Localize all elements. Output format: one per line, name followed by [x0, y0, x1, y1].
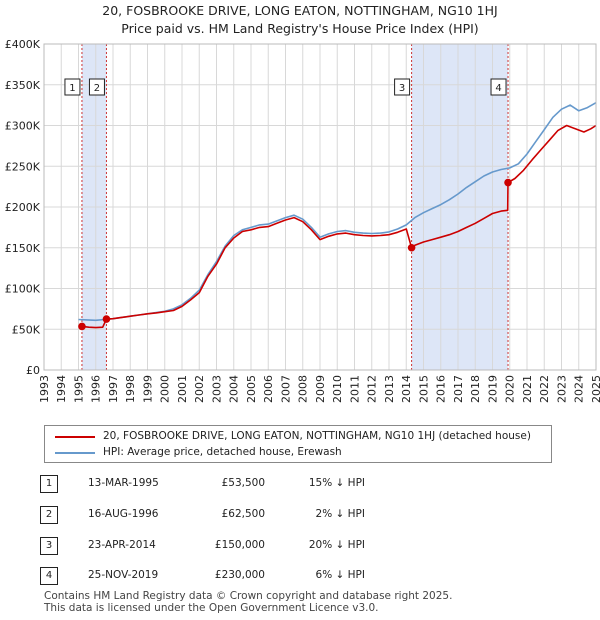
- sale-price: £62,500: [221, 508, 265, 520]
- sale-label-box: [394, 78, 411, 96]
- table-row: 1 13-MAR-1995 £53,500 15% ↓ HPI: [40, 475, 440, 495]
- x-tick-label: 1997: [107, 375, 120, 403]
- sale-label-number: 4: [495, 83, 501, 94]
- sale-price: £150,000: [214, 539, 265, 551]
- sale-hpi: 6% ↓ HPI: [315, 569, 365, 581]
- x-tick-label: 2002: [193, 375, 206, 403]
- footer-copyright: Contains HM Land Registry data © Crown c…: [44, 590, 453, 602]
- x-tick-label: 2001: [176, 375, 189, 403]
- legend: 20, FOSBROOKE DRIVE, LONG EATON, NOTTING…: [44, 425, 552, 463]
- x-tick-label: 2018: [469, 375, 482, 403]
- sale-badge: 4: [40, 567, 58, 585]
- x-tick-label: 2023: [555, 375, 568, 403]
- y-tick-label: £250K: [5, 160, 41, 173]
- y-tick-label: £200K: [5, 201, 41, 214]
- sale-date: 23-APR-2014: [88, 539, 156, 551]
- sale-label-number: 1: [69, 83, 75, 94]
- x-tick-label: 2017: [452, 375, 465, 403]
- x-tick-label: 2022: [538, 375, 551, 403]
- y-tick-label: £100K: [5, 283, 41, 296]
- x-tick-label: 2016: [435, 375, 448, 403]
- x-tick-label: 2021: [521, 375, 534, 403]
- y-tick-label: £400K: [5, 38, 41, 51]
- legend-swatch-red: [55, 436, 95, 438]
- x-tick-label: 1996: [90, 375, 103, 403]
- sale-date: 16-AUG-1996: [88, 508, 159, 520]
- y-tick-label: £0: [26, 364, 40, 377]
- footer-licence: This data is licensed under the Open Gov…: [44, 602, 379, 614]
- x-tick-label: 2025: [590, 375, 600, 403]
- sale-point: [102, 315, 111, 323]
- sale-point: [504, 178, 512, 187]
- legend-label: 20, FOSBROOKE DRIVE, LONG EATON, NOTTING…: [103, 430, 531, 442]
- table-row: 3 23-APR-2014 £150,000 20% ↓ HPI: [40, 537, 440, 557]
- y-tick-label: £300K: [5, 120, 41, 133]
- sale-badge: 3: [40, 537, 58, 555]
- x-tick-label: 1994: [55, 375, 68, 403]
- price-chart: £0 £50K £100K £150K £200K £250K £300K £350K £400…: [5, 38, 600, 403]
- x-tick-label: 2007: [279, 375, 292, 403]
- x-tick-label: 2012: [366, 375, 379, 403]
- x-tick-label: 2011: [348, 375, 361, 403]
- sale-hpi: 20% ↓ HPI: [308, 539, 365, 551]
- sale-point: [78, 322, 86, 331]
- table-row: 2 16-AUG-1996 £62,500 2% ↓ HPI: [40, 506, 440, 526]
- sale-price: £53,500: [221, 477, 265, 489]
- sale-hpi: 2% ↓ HPI: [315, 508, 365, 520]
- x-tick-label: 2020: [504, 375, 517, 403]
- x-tick-label: 2000: [159, 375, 172, 403]
- x-tick-label: 2008: [297, 375, 310, 403]
- legend-label: HPI: Average price, detached house, Erew…: [103, 446, 342, 458]
- x-tick-label: 2024: [573, 375, 586, 403]
- sale-date: 13-MAR-1995: [88, 477, 159, 489]
- x-tick-label: 2015: [417, 375, 430, 403]
- sale-badge: 2: [40, 506, 58, 524]
- x-tick-label: 2003: [210, 375, 223, 403]
- x-tick-label: 2013: [383, 375, 396, 403]
- sale-date: 25-NOV-2019: [88, 569, 159, 581]
- sale-label-number: 3: [399, 83, 405, 94]
- x-tick-label: 2004: [228, 375, 241, 403]
- x-tick-label: 2009: [314, 375, 327, 403]
- x-tick-label: 1998: [124, 375, 137, 403]
- y-tick-label: £50K: [12, 323, 41, 336]
- sale-point: [407, 243, 416, 252]
- table-row: 4 25-NOV-2019 £230,000 6% ↓ HPI: [40, 567, 440, 587]
- x-tick-label: 1999: [141, 375, 154, 403]
- sale-price: £230,000: [214, 569, 265, 581]
- x-tick-label: 2005: [245, 375, 258, 403]
- x-tick-label: 2019: [486, 375, 499, 403]
- legend-swatch-blue: [55, 452, 95, 454]
- sale-label-box: [64, 78, 81, 96]
- chart-title: 20, FOSBROOKE DRIVE, LONG EATON, NOTTING…: [102, 3, 498, 18]
- sale-label-box: [490, 78, 507, 96]
- x-tick-label: 1993: [38, 375, 51, 403]
- y-tick-label: £150K: [5, 242, 41, 255]
- y-tick-label: £350K: [5, 79, 41, 92]
- plot-frame: [43, 43, 597, 371]
- x-tick-label: 2014: [400, 375, 413, 403]
- x-tick-label: 2010: [331, 375, 344, 403]
- sale-label-box: [88, 78, 105, 96]
- sale-label-number: 2: [94, 83, 100, 94]
- chart-subtitle: Price paid vs. HM Land Registry's House …: [121, 21, 479, 36]
- x-tick-label: 1995: [72, 375, 85, 403]
- sale-hpi: 15% ↓ HPI: [308, 477, 365, 489]
- sale-badge: 1: [40, 475, 58, 493]
- x-tick-label: 2006: [262, 375, 275, 403]
